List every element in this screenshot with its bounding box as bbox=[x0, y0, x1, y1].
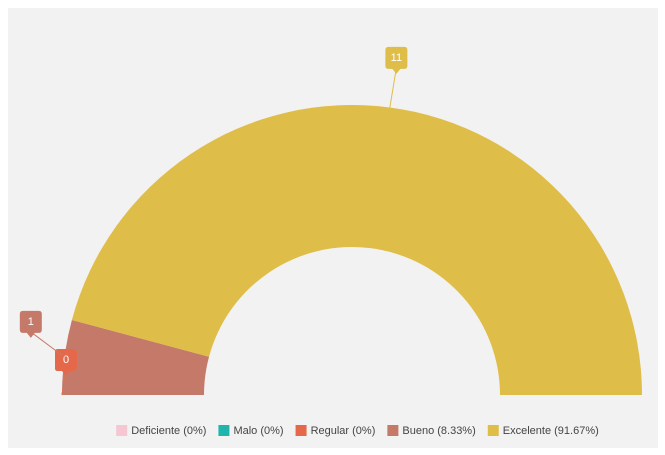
callout-bubble bbox=[19, 310, 42, 338]
legend-label: Regular (0%) bbox=[311, 425, 376, 437]
legend-label: Deficiente (0%) bbox=[131, 425, 206, 437]
legend-label: Malo (0%) bbox=[233, 425, 283, 437]
legend-label: Bueno (8.33%) bbox=[402, 425, 475, 437]
data-label: 1 bbox=[28, 316, 34, 328]
slice bbox=[62, 319, 210, 395]
data-label: 11 bbox=[391, 52, 402, 64]
slice bbox=[71, 105, 642, 396]
legend-swatch bbox=[487, 425, 499, 436]
data-label: 0 bbox=[63, 354, 69, 366]
legend-swatch bbox=[218, 425, 230, 436]
legend-swatch bbox=[387, 425, 399, 436]
callout-bubble bbox=[55, 349, 77, 376]
callout-line bbox=[389, 67, 397, 108]
legend-label: Excelente (91.67%) bbox=[503, 425, 599, 437]
legend-swatch bbox=[116, 425, 128, 436]
callout-bubble bbox=[385, 46, 408, 74]
legend: Deficiente (0%) Malo (0%) Regular (0%) Buen… bbox=[116, 425, 599, 437]
callout-line bbox=[30, 331, 65, 358]
legend-swatch bbox=[295, 425, 307, 436]
